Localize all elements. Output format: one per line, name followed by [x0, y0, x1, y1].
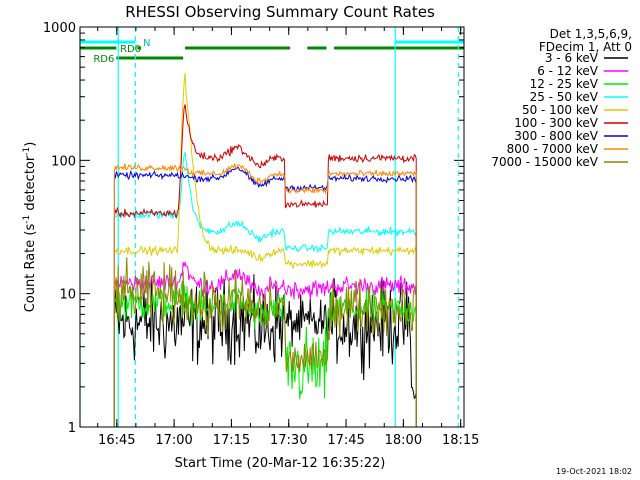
flag-annotation-1: RD6 — [93, 54, 114, 65]
y-axis-label-detector: detector — [23, 155, 38, 215]
legend-label-8: 7000 - 15000 keV — [491, 155, 598, 169]
x-axis-label: Start Time (20-Mar-12 16:35:22) — [175, 456, 386, 471]
series-line-5 — [113, 104, 417, 427]
legend-header-1: FDecim 1, Att 0 — [539, 40, 632, 54]
legend-label-3: 25 - 50 keV — [530, 90, 599, 104]
x-tick-label-0: 16:45 — [98, 433, 135, 448]
legend-label-1: 6 - 12 keV — [537, 64, 599, 78]
y-axis-ticks: 1 10 100 1000 — [43, 21, 464, 436]
y-tick-label-3: 1000 — [43, 21, 76, 36]
x-tick-label-3: 17:30 — [270, 433, 307, 448]
chart-title: RHESSI Observing Summary Count Rates — [125, 3, 435, 21]
vertical-markers — [79, 27, 459, 427]
legend-label-5: 100 - 300 keV — [514, 116, 598, 130]
legend: Det 1,3,5,6,9,FDecim 1, Att 03 - 6 keV6 … — [491, 27, 632, 169]
x-tick-label-1: 17:00 — [155, 433, 192, 448]
y-tick-label-2: 100 — [51, 154, 76, 169]
y-axis-label-close: ) — [23, 142, 38, 147]
data-series — [113, 73, 417, 427]
plot-frame — [79, 26, 465, 428]
y-axis-label-main: Count Rate (s — [23, 224, 38, 313]
y-axis-label: Count Rate (s-1 detector-1) — [22, 142, 38, 313]
legend-label-6: 300 - 800 keV — [514, 129, 598, 143]
series-line-3 — [113, 151, 417, 427]
legend-label-7: 800 - 7000 keV — [507, 142, 599, 156]
x-tick-label-6: 18:15 — [442, 433, 479, 448]
flag-annotations: RD0 RD6 N — [93, 38, 150, 65]
series-line-4 — [113, 73, 417, 427]
series-line-7 — [113, 163, 417, 427]
series-line-6 — [113, 166, 417, 427]
x-tick-label-5: 18:00 — [385, 433, 422, 448]
legend-label-4: 50 - 100 keV — [522, 103, 599, 117]
y-axis-label-superscript-2: -1 — [22, 147, 32, 156]
flag-annotation-0: RD0 — [120, 44, 141, 55]
legend-label-2: 12 - 25 keV — [530, 77, 599, 91]
footer-timestamp: 19-Oct-2021 18:02 — [556, 467, 632, 476]
flag-bars — [80, 40, 464, 60]
y-tick-label-0: 1 — [68, 421, 76, 436]
x-tick-label-4: 17:45 — [327, 433, 364, 448]
y-tick-label-1: 10 — [59, 288, 76, 303]
series-line-2 — [113, 280, 417, 427]
legend-header-0: Det 1,3,5,6,9, — [550, 27, 632, 41]
series-line-8 — [113, 257, 417, 427]
flag-annotation-2: N — [143, 38, 150, 49]
legend-label-0: 3 - 6 keV — [545, 51, 599, 65]
y-axis-label-superscript: -1 — [22, 215, 32, 224]
series-line-0 — [113, 274, 417, 427]
x-axis-ticks: 16:45 17:00 17:15 17:30 17:45 18:00 18:15 — [97, 27, 479, 448]
x-tick-label-2: 17:15 — [213, 433, 250, 448]
